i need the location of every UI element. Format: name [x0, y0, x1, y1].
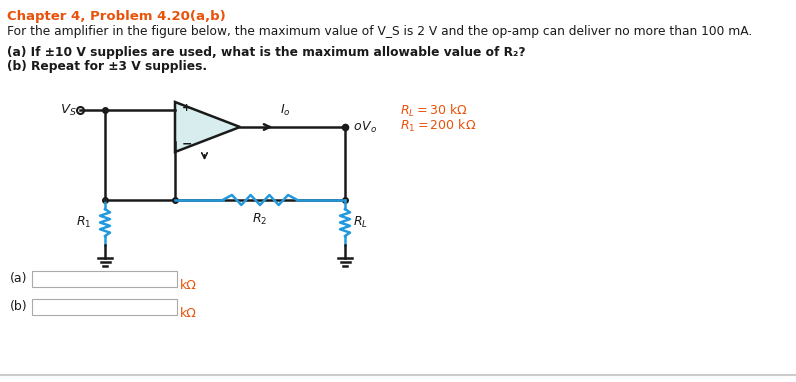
- Text: +: +: [182, 103, 191, 113]
- Text: $oV_o$: $oV_o$: [350, 120, 377, 134]
- Text: For the amplifier in the figure below, the maximum value of V_S is 2 V and the o: For the amplifier in the figure below, t…: [7, 25, 752, 38]
- Text: (a) If ±10 V supplies are used, what is the maximum allowable value of R₂?: (a) If ±10 V supplies are used, what is …: [7, 46, 525, 59]
- FancyBboxPatch shape: [32, 299, 177, 315]
- Text: kΩ: kΩ: [180, 307, 197, 320]
- Text: (a): (a): [10, 272, 28, 285]
- Text: $R_L = 30$ k$\Omega$: $R_L = 30$ k$\Omega$: [400, 103, 467, 119]
- Polygon shape: [175, 102, 240, 152]
- Text: −: −: [182, 138, 193, 151]
- Text: $I_o$: $I_o$: [279, 103, 291, 118]
- Text: $V_S$: $V_S$: [60, 102, 77, 118]
- Text: $R_L$: $R_L$: [353, 215, 368, 230]
- Text: $R_1 = 200$ k$\Omega$: $R_1 = 200$ k$\Omega$: [400, 118, 476, 134]
- Text: Chapter 4, Problem 4.20(a,b): Chapter 4, Problem 4.20(a,b): [7, 10, 226, 23]
- Text: kΩ: kΩ: [180, 279, 197, 292]
- Text: $R_2$: $R_2$: [252, 212, 267, 227]
- Text: (b): (b): [10, 300, 28, 313]
- FancyBboxPatch shape: [32, 271, 177, 287]
- Text: $R_1$: $R_1$: [76, 215, 91, 230]
- Text: (b) Repeat for ±3 V supplies.: (b) Repeat for ±3 V supplies.: [7, 60, 207, 73]
